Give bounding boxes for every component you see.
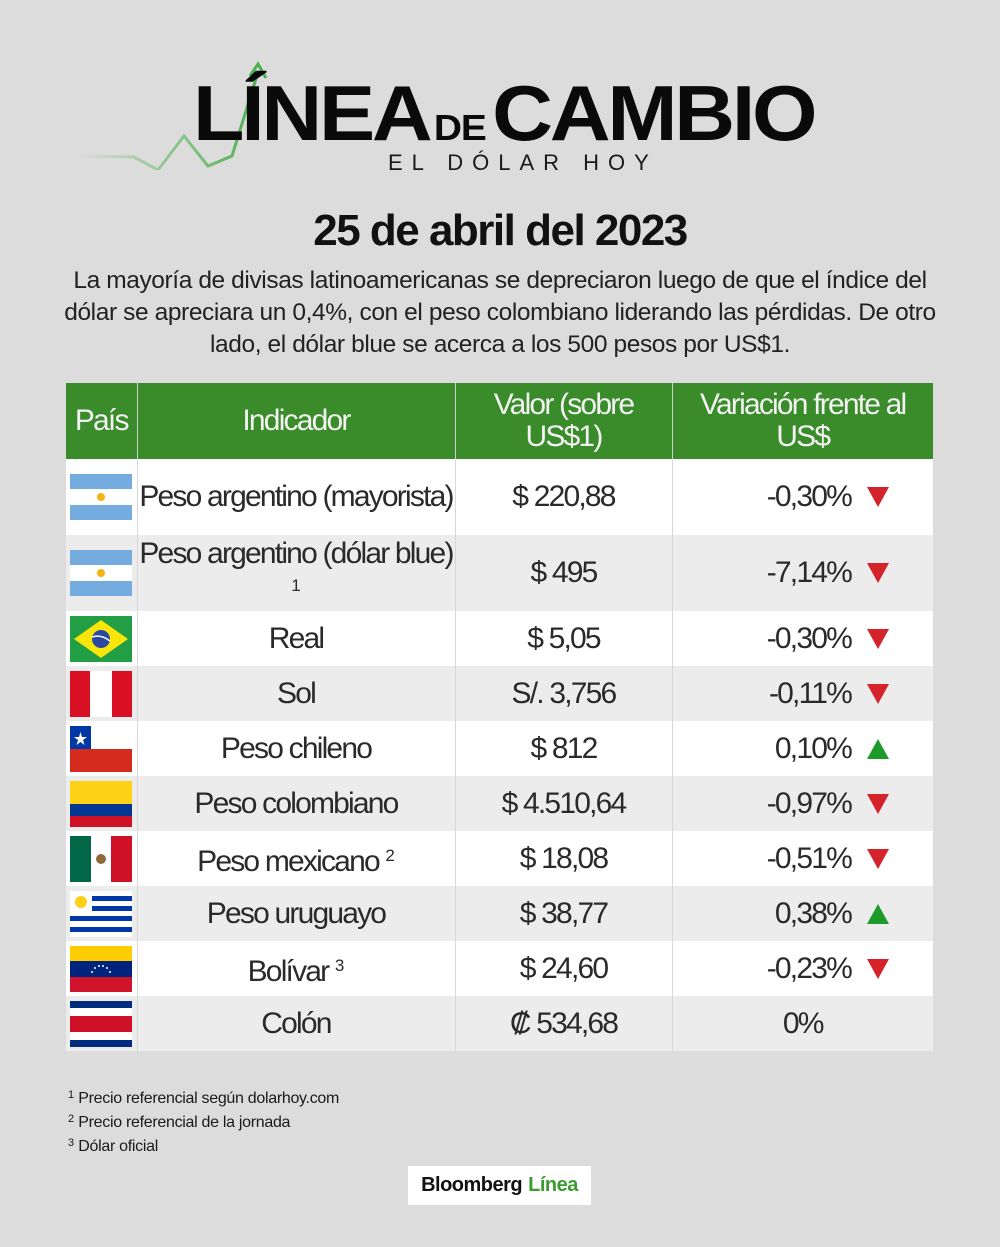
variation-cell: -7,14% bbox=[672, 535, 933, 611]
variation-cell: -0,30% bbox=[672, 459, 933, 535]
trend-line-icon bbox=[80, 61, 268, 170]
header-value: Valor (sobre US$1) bbox=[455, 383, 673, 459]
bloomberg-linea-logo: Bloomberg Línea bbox=[408, 1166, 591, 1205]
indicator-cell: Peso mexicano 2 bbox=[137, 831, 456, 886]
exchange-rate-table: País Indicador Valor (sobre US$1) Variac… bbox=[66, 383, 933, 1051]
page-date: 25 de abril del 2023 bbox=[313, 206, 688, 255]
logo: LÍNEA DECAMBIO EL DÓLAR HOY bbox=[0, 60, 1000, 190]
country-flag-cell bbox=[66, 721, 138, 776]
indicator-cell: Peso argentino (mayorista) bbox=[137, 459, 456, 535]
table-row: Bolívar 3 $ 24,60 -0,23% bbox=[66, 941, 933, 996]
flag-brazil-icon bbox=[70, 615, 133, 662]
arrow-down-icon bbox=[867, 487, 889, 507]
variation-cell: -0,23% bbox=[672, 941, 933, 996]
footnotes: 1 Precio referencial según dolarhoy.com … bbox=[68, 1085, 339, 1157]
flag-mexico-icon bbox=[70, 835, 133, 882]
arrow-up-icon bbox=[867, 903, 889, 924]
value-cell: $ 4.510,64 bbox=[455, 776, 673, 831]
header-indicator: Indicador bbox=[137, 383, 456, 459]
table-row: Peso chileno $ 812 0,10% bbox=[66, 721, 933, 776]
flag-colombia-icon bbox=[70, 780, 133, 827]
table-row: Peso colombiano $ 4.510,64 -0,97% bbox=[66, 776, 933, 831]
variation-cell: 0% bbox=[672, 996, 933, 1051]
value-cell: $ 812 bbox=[455, 721, 673, 776]
table-row: Real $ 5,05 -0,30% bbox=[66, 611, 933, 666]
indicator-cell: Colón bbox=[137, 996, 456, 1051]
footnote: 1 Precio referencial según dolarhoy.com bbox=[68, 1089, 340, 1107]
variation-cell: 0,38% bbox=[672, 886, 933, 941]
intro-paragraph: La mayoría de divisas latinoamericanas s… bbox=[64, 267, 936, 358]
header-country: País bbox=[66, 383, 138, 459]
table-row: Peso argentino (dólar blue) 1 $ 495 -7,14% bbox=[66, 535, 933, 611]
flag-peru-icon bbox=[70, 670, 133, 717]
indicator-cell: Real bbox=[137, 611, 456, 666]
country-flag-cell bbox=[66, 831, 138, 886]
country-flag-cell bbox=[66, 941, 138, 996]
header-variation: Variación frente al US$ bbox=[672, 383, 933, 459]
table-header-row: País Indicador Valor (sobre US$1) Variac… bbox=[66, 383, 933, 459]
flag-chile-icon bbox=[70, 725, 133, 772]
footnote: 2 Precio referencial de la jornada bbox=[68, 1113, 291, 1131]
value-cell: $ 495 bbox=[455, 535, 673, 611]
country-flag-cell bbox=[66, 535, 138, 611]
country-flag-cell bbox=[66, 886, 138, 941]
value-cell: $ 24,60 bbox=[455, 941, 673, 996]
indicator-cell: Sol bbox=[137, 666, 456, 721]
country-flag-cell bbox=[66, 776, 138, 831]
indicator-cell: Peso argentino (dólar blue) 1 bbox=[137, 535, 456, 611]
arrow-up-icon bbox=[867, 738, 889, 759]
table-row: Peso uruguayo $ 38,77 0,38% bbox=[66, 886, 933, 941]
flag-uruguay-icon bbox=[70, 890, 133, 937]
arrow-down-icon bbox=[867, 563, 889, 583]
value-cell: $ 5,05 bbox=[455, 611, 673, 666]
country-flag-cell bbox=[66, 611, 138, 666]
variation-cell: 0,10% bbox=[672, 721, 933, 776]
indicator-cell: Peso chileno bbox=[137, 721, 456, 776]
variation-cell: -0,30% bbox=[672, 611, 933, 666]
table-row: Peso mexicano 2 $ 18,08 -0,51% bbox=[66, 831, 933, 886]
indicator-cell: Peso colombiano bbox=[137, 776, 456, 831]
table-row: Sol S/. 3,756 -0,11% bbox=[66, 666, 933, 721]
flag-argentina-icon bbox=[70, 550, 133, 596]
value-cell: $ 18,08 bbox=[455, 831, 673, 886]
arrow-down-icon bbox=[867, 683, 889, 704]
value-cell: $ 220,88 bbox=[455, 459, 673, 535]
value-cell: ₡ 534,68 bbox=[455, 996, 673, 1051]
value-cell: S/. 3,756 bbox=[455, 666, 673, 721]
flag-venezuela-icon bbox=[70, 945, 133, 992]
flag-costa-rica-icon bbox=[70, 1000, 133, 1047]
table-row: Colón ₡ 534,68 0% bbox=[66, 996, 933, 1051]
arrow-down-icon bbox=[867, 628, 889, 649]
variation-cell: -0,51% bbox=[672, 831, 933, 886]
flag-argentina-icon bbox=[70, 474, 133, 520]
country-flag-cell bbox=[66, 459, 138, 535]
variation-cell: -0,11% bbox=[672, 666, 933, 721]
arrow-down-icon bbox=[867, 848, 889, 869]
arrow-down-icon bbox=[867, 793, 889, 814]
logo-title: LÍNEA DECAMBIO bbox=[193, 69, 818, 157]
footnote: 3 Dólar oficial bbox=[68, 1137, 158, 1155]
indicator-cell: Peso uruguayo bbox=[137, 886, 456, 941]
indicator-cell: Bolívar 3 bbox=[137, 941, 456, 996]
table-row: Peso argentino (mayorista) $ 220,88 -0,30% bbox=[66, 459, 933, 535]
arrow-down-icon bbox=[867, 958, 889, 979]
variation-cell: -0,97% bbox=[672, 776, 933, 831]
logo-subtitle: EL DÓLAR HOY bbox=[388, 150, 658, 175]
country-flag-cell bbox=[66, 996, 138, 1051]
country-flag-cell bbox=[66, 666, 138, 721]
value-cell: $ 38,77 bbox=[455, 886, 673, 941]
